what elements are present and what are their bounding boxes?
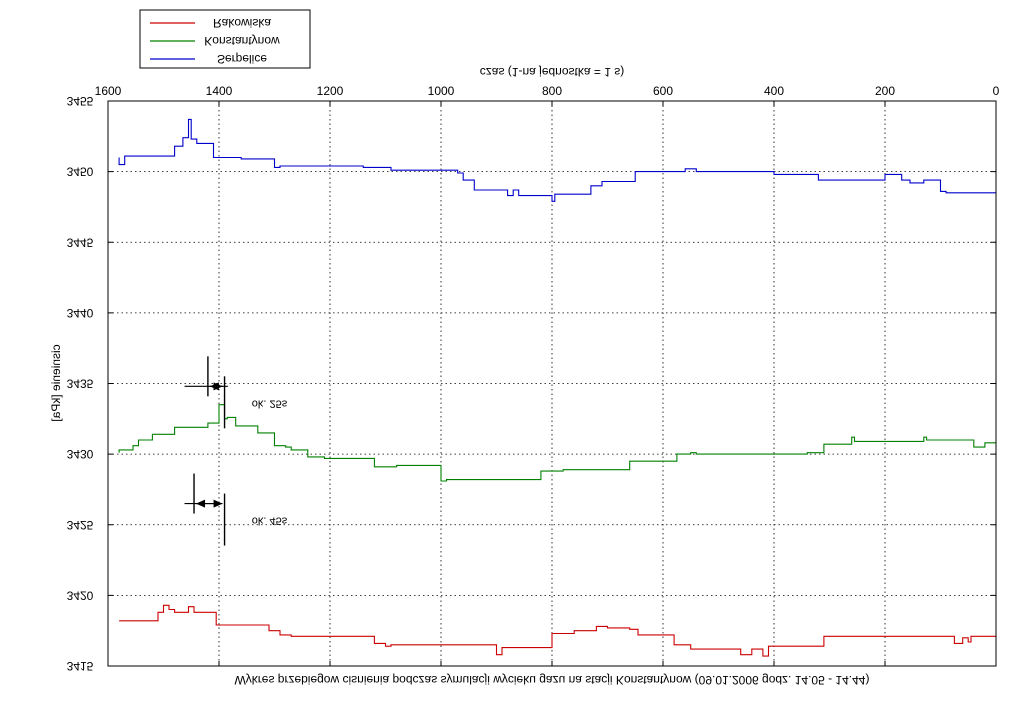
axis-ticks: [107, 100, 997, 667]
x-tick-label: 600: [653, 84, 673, 98]
legend-label-rakowiska: Rakowiska: [213, 16, 271, 30]
series-line-rakowiska: [119, 604, 996, 657]
y-tick-label: 3455: [67, 94, 94, 108]
arrow-head: [213, 499, 223, 508]
series-line-serpelice: [118, 118, 996, 202]
chart-title: Wykres przebiegow cisnienia podczas symu…: [235, 673, 870, 687]
legend-label-serpelice: Serpelice: [217, 52, 267, 66]
x-tick-label: 0: [993, 84, 1000, 98]
x-tick-label: 800: [542, 84, 562, 98]
axis-labels: 0 200 400 600 800 1000 1200 1400 1600 3415 3420 342…: [49, 65, 1000, 687]
annotation-label: ok. 25s: [252, 397, 288, 409]
legend-label-konstantynow: Konstantynow: [204, 34, 280, 48]
annotations: ok. 45s ok. 25s: [184, 356, 288, 546]
x-tick-label: 1000: [428, 84, 455, 98]
arrow-head: [209, 382, 219, 391]
y-tick-label: 3425: [67, 518, 94, 532]
y-tick-label: 3440: [67, 306, 94, 320]
x-tick-label: 1200: [317, 84, 344, 98]
y-axis-label: cisnienie [kPa]: [49, 344, 63, 421]
arrow-head: [196, 499, 206, 508]
x-tick-label: 1600: [95, 84, 122, 98]
y-tick-label: 3415: [67, 659, 94, 673]
legend: Rakowiska Konstantynow Serpelice: [139, 9, 311, 69]
y-tick-label: 3445: [67, 235, 94, 249]
plot-area: [108, 101, 996, 666]
x-tick-label: 400: [764, 84, 784, 98]
x-tick-label: 200: [875, 84, 895, 98]
series-line-konstantynow: [118, 404, 996, 482]
x-axis-label: czas (1-na jednostka = 1 s): [480, 65, 624, 79]
annotation-label: ok. 45s: [252, 515, 288, 527]
y-tick-label: 3435: [67, 377, 94, 391]
y-tick-label: 3420: [67, 588, 94, 602]
legend-box: [139, 9, 311, 69]
x-tick-label: 1400: [206, 84, 233, 98]
y-tick-label: 3450: [67, 165, 94, 179]
y-tick-label: 3430: [67, 447, 94, 461]
series-layer: [118, 118, 996, 657]
